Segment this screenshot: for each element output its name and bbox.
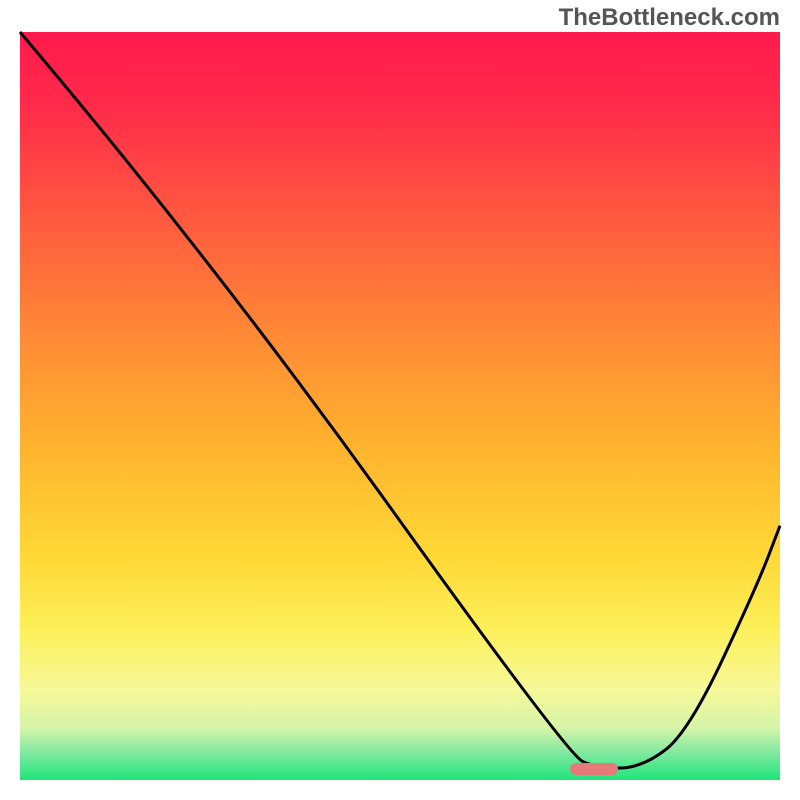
plot-area	[20, 32, 780, 780]
watermark-text: TheBottleneck.com	[559, 4, 780, 32]
optimum-marker	[570, 763, 618, 775]
bottleneck-curve	[20, 32, 780, 780]
chart-container: TheBottleneck.com	[0, 0, 800, 800]
curve-path	[20, 32, 780, 768]
